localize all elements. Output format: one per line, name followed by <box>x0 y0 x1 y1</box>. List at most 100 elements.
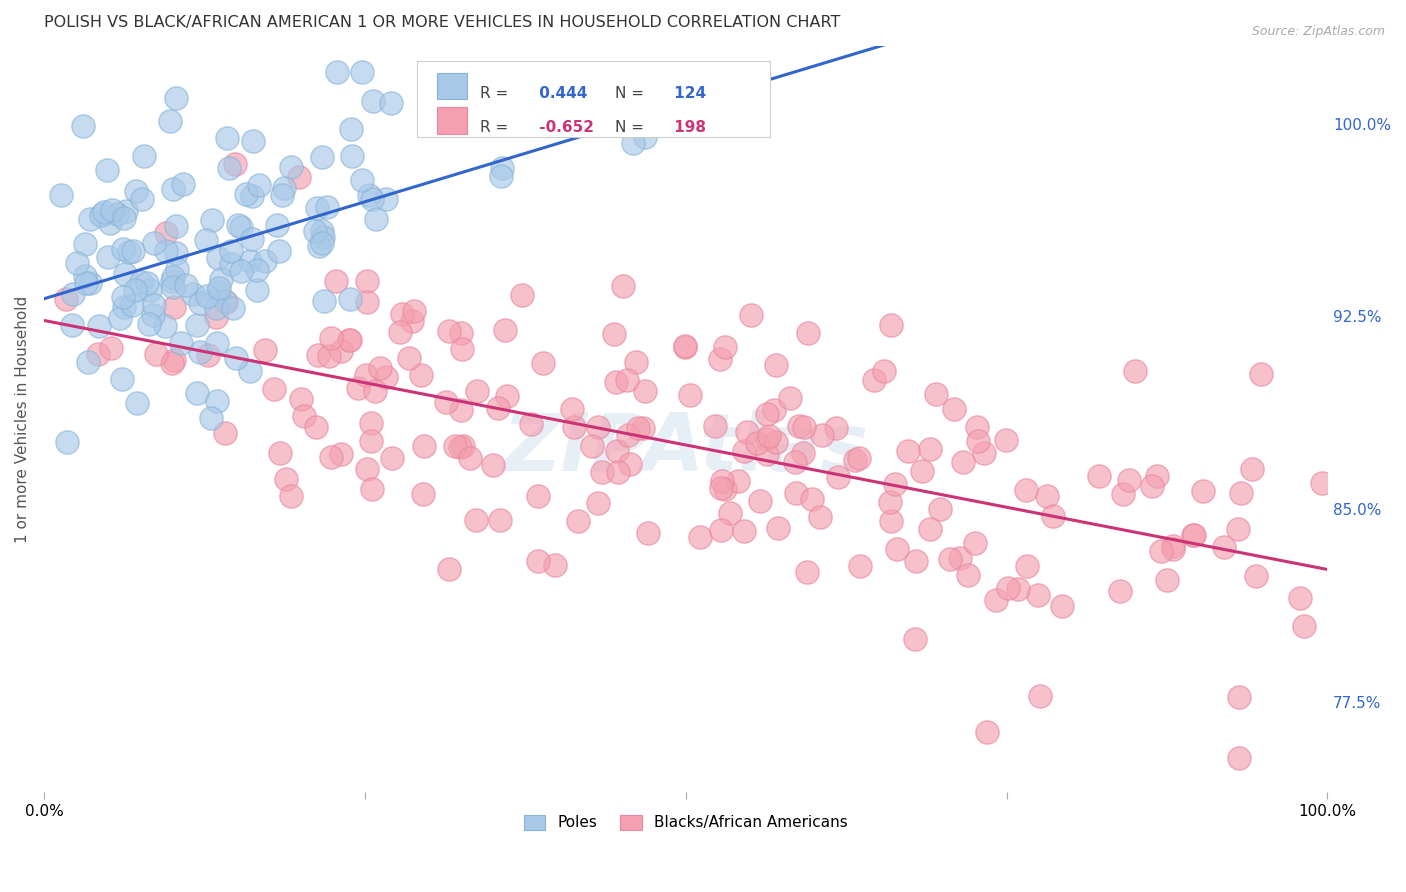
Point <box>162 280 184 294</box>
Point <box>311 224 333 238</box>
Point <box>1230 486 1253 500</box>
Point <box>280 489 302 503</box>
Point <box>1212 540 1234 554</box>
Point <box>160 356 183 370</box>
Point <box>97 250 120 264</box>
Point <box>966 420 988 434</box>
Point <box>627 421 650 435</box>
Point <box>793 420 815 434</box>
Point <box>714 482 737 496</box>
Point <box>1310 476 1333 491</box>
Point <box>172 177 194 191</box>
Point <box>619 457 641 471</box>
Point <box>1246 569 1268 583</box>
Point <box>949 550 972 565</box>
Point <box>1050 599 1073 614</box>
Point <box>290 392 312 406</box>
Text: N =: N = <box>614 86 644 101</box>
Point <box>114 204 136 219</box>
Point <box>491 161 513 176</box>
Point <box>360 482 382 496</box>
Point <box>735 425 758 440</box>
Point <box>205 301 228 316</box>
Y-axis label: 1 or more Vehicles in Household: 1 or more Vehicles in Household <box>15 295 30 543</box>
Point <box>631 420 654 434</box>
Point <box>204 310 226 324</box>
Point <box>49 188 72 202</box>
Point <box>162 269 184 284</box>
Point <box>740 308 762 322</box>
Point <box>166 262 188 277</box>
Point <box>437 325 460 339</box>
Point <box>89 319 111 334</box>
Point <box>756 432 779 446</box>
Point <box>356 462 378 476</box>
Point <box>312 230 335 244</box>
Point <box>765 435 787 450</box>
Point <box>413 439 436 453</box>
Point <box>219 257 242 271</box>
Point <box>114 211 136 225</box>
Point <box>673 340 696 354</box>
Point <box>605 375 627 389</box>
Point <box>450 326 472 340</box>
Point <box>844 453 866 467</box>
Point <box>162 182 184 196</box>
Bar <box>437 72 467 99</box>
Point <box>792 446 814 460</box>
Point <box>765 358 787 372</box>
Point <box>920 522 942 536</box>
Point <box>240 232 263 246</box>
Point <box>1182 528 1205 542</box>
Point <box>1192 484 1215 499</box>
Point <box>453 439 475 453</box>
Point <box>679 387 702 401</box>
Point <box>1227 522 1250 536</box>
Point <box>360 192 382 206</box>
Point <box>1029 689 1052 703</box>
Point <box>239 254 262 268</box>
Point <box>449 440 471 454</box>
Point <box>1182 528 1205 542</box>
Point <box>586 420 609 434</box>
Point <box>880 514 903 528</box>
Point <box>727 475 749 489</box>
Point <box>62 318 84 332</box>
Point <box>155 244 177 258</box>
Point <box>208 281 231 295</box>
Point <box>873 364 896 378</box>
Point <box>783 455 806 469</box>
Point <box>827 469 849 483</box>
Text: Source: ZipAtlas.com: Source: ZipAtlas.com <box>1251 25 1385 38</box>
Point <box>942 402 965 417</box>
Point <box>733 444 755 458</box>
Point <box>527 554 550 568</box>
Point <box>398 351 420 366</box>
Point <box>1227 751 1250 765</box>
Point <box>824 421 846 435</box>
Point <box>710 523 733 537</box>
Point <box>142 235 165 250</box>
Point <box>1150 544 1173 558</box>
Point <box>246 263 269 277</box>
Point <box>112 289 135 303</box>
Point <box>965 536 987 550</box>
Point <box>339 292 361 306</box>
Point <box>201 212 224 227</box>
Point <box>796 326 818 341</box>
Point <box>749 494 772 508</box>
Point <box>142 298 165 312</box>
Point <box>55 293 77 307</box>
Point <box>755 447 778 461</box>
Point <box>100 341 122 355</box>
Point <box>211 271 233 285</box>
Point <box>973 446 995 460</box>
Point <box>90 208 112 222</box>
Point <box>215 131 238 145</box>
Point <box>607 465 630 479</box>
Point <box>1161 539 1184 553</box>
Point <box>787 419 810 434</box>
Point <box>218 161 240 175</box>
Point <box>368 361 391 376</box>
Point <box>997 581 1019 595</box>
